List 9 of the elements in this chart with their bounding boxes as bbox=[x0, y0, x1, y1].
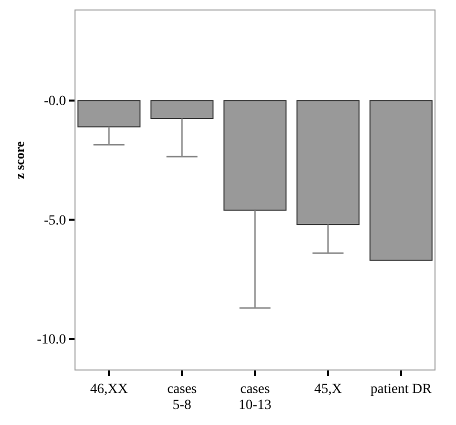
y-axis-title: z score bbox=[12, 141, 27, 180]
x-tick-label: 45,X bbox=[314, 382, 342, 397]
x-tick-label: 46,XX bbox=[90, 382, 128, 397]
y-tick-label: -0.0 bbox=[44, 94, 66, 110]
x-tick-label: cases 5-8 bbox=[167, 382, 197, 413]
x-tick-label: cases 10-13 bbox=[238, 382, 272, 413]
y-tick-label: -10.0 bbox=[36, 332, 66, 348]
x-tick-label: patient DR bbox=[370, 382, 432, 397]
y-tick-label: -5.0 bbox=[44, 213, 66, 228]
